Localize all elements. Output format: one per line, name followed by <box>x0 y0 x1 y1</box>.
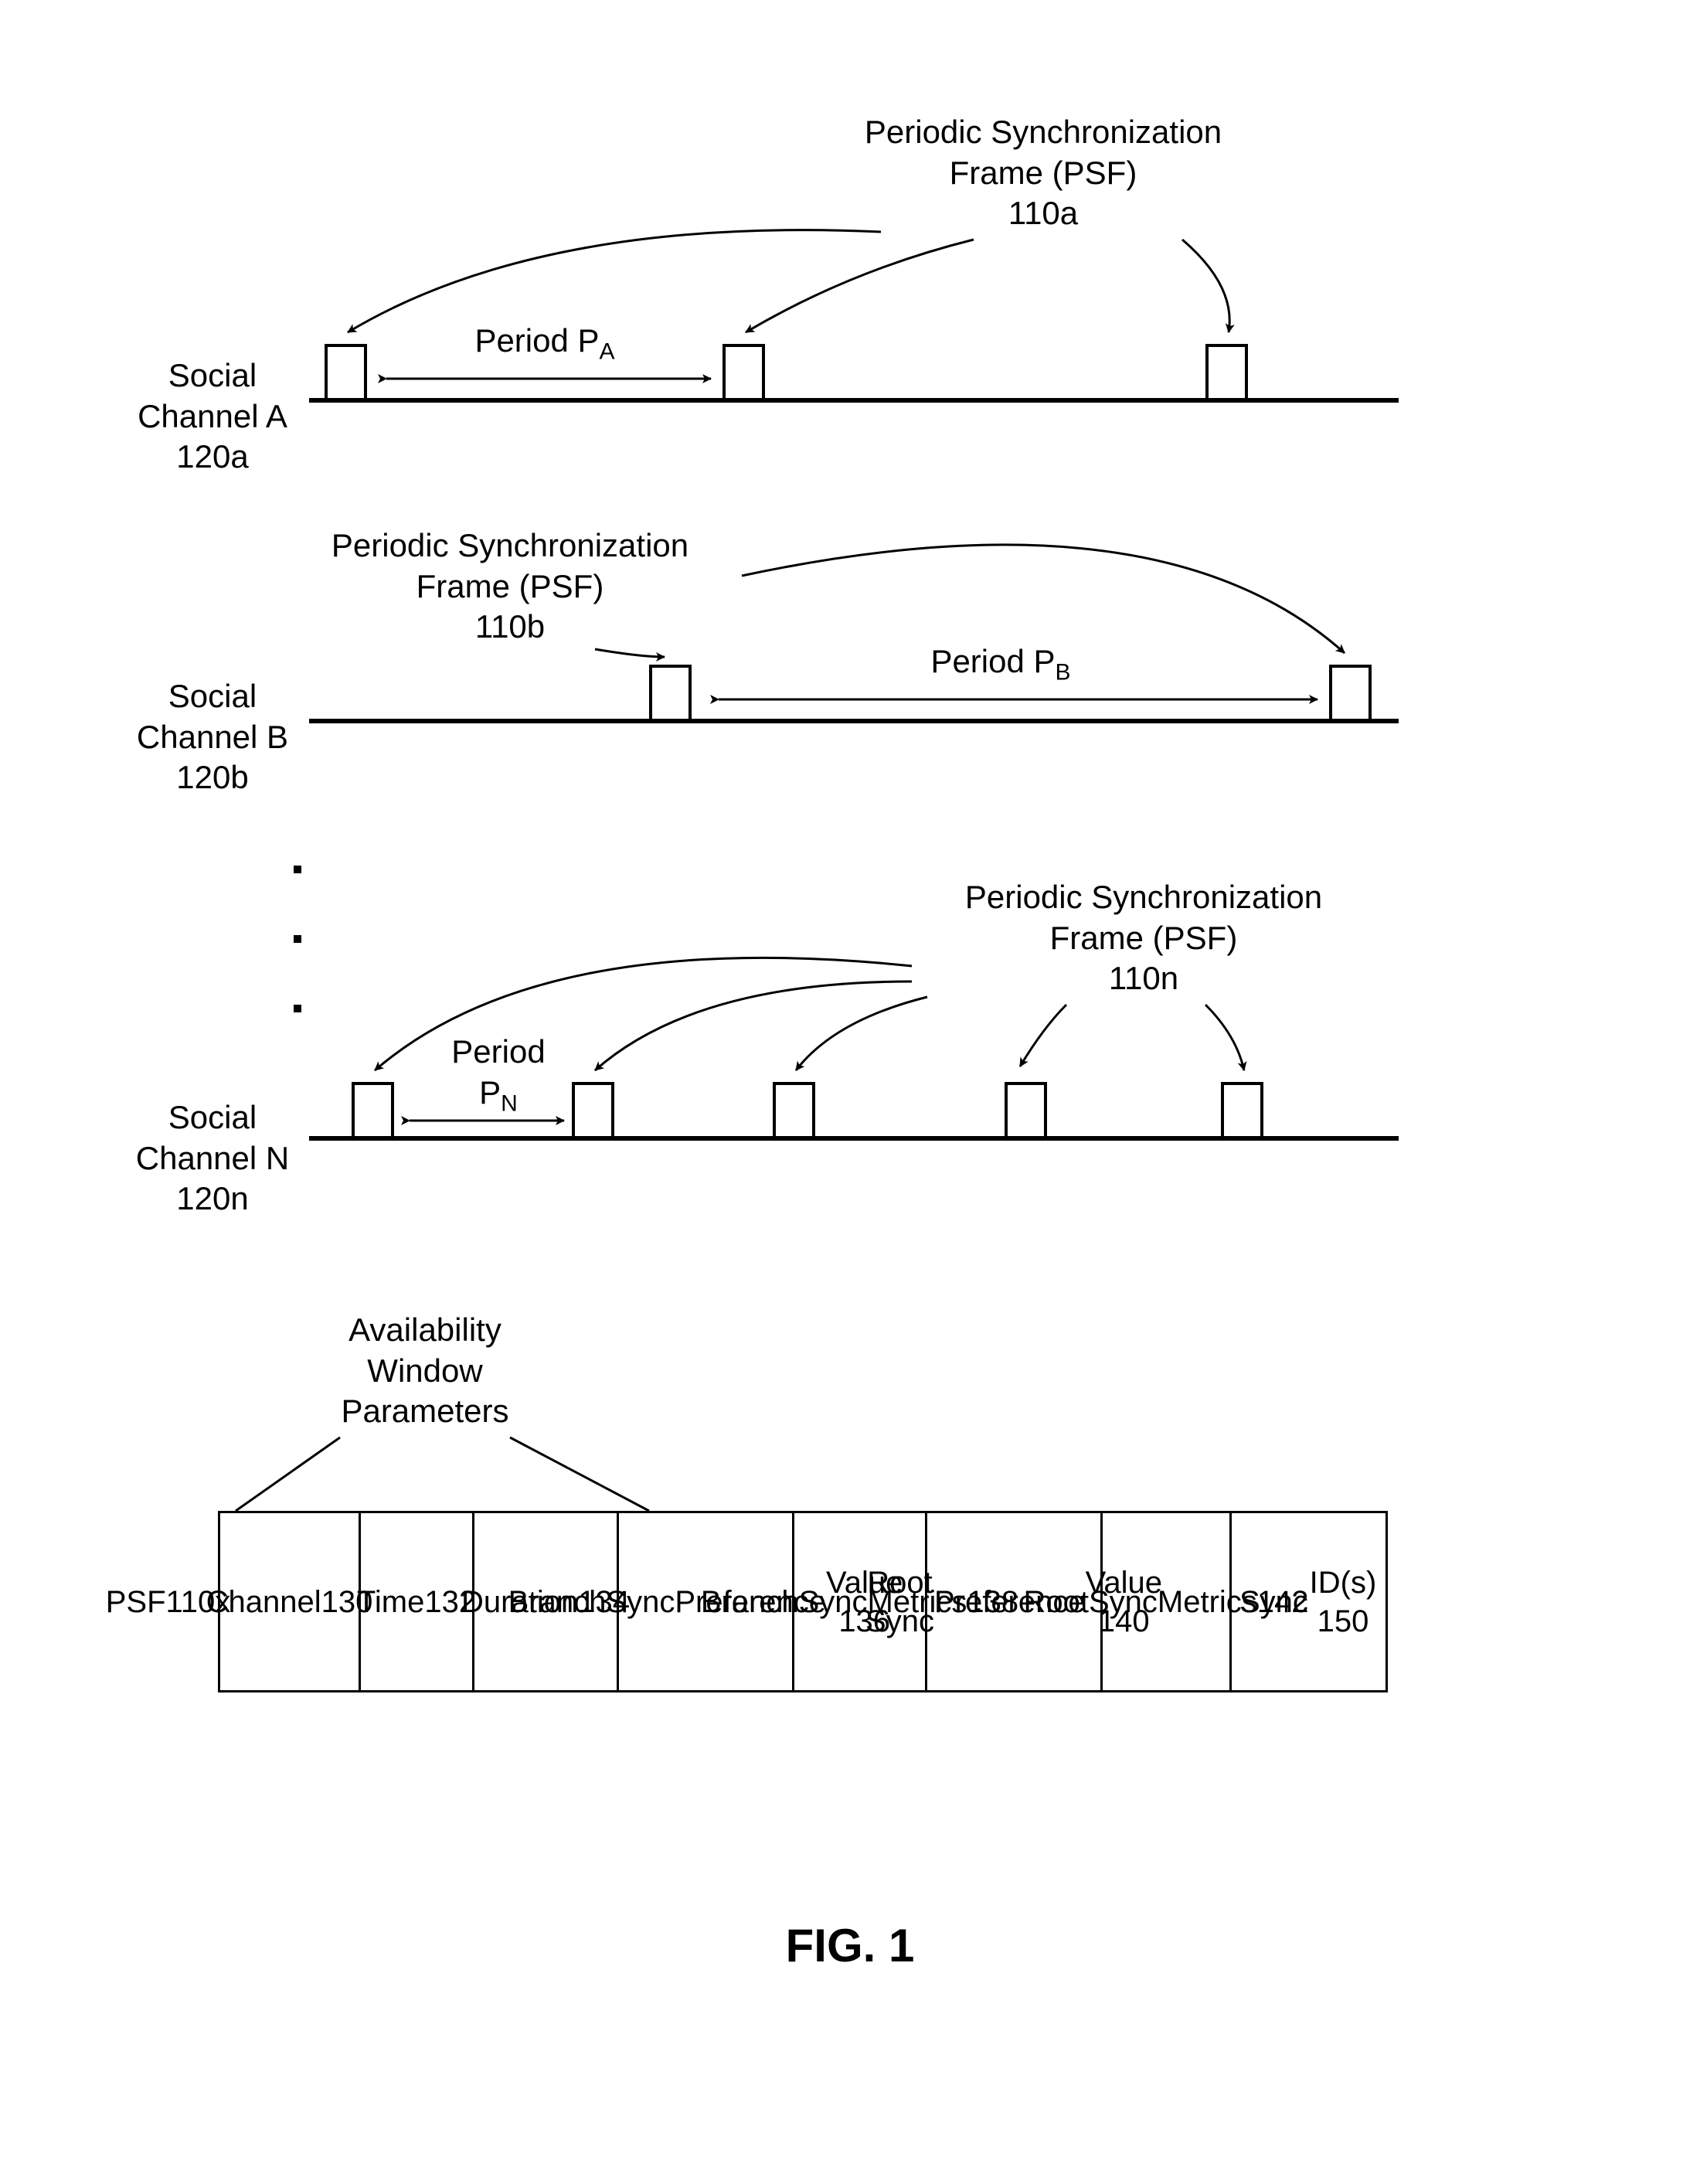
psf-pulse <box>1005 1082 1047 1136</box>
text: Frame (PSF) <box>1050 920 1238 956</box>
text: Parameters <box>341 1393 508 1429</box>
text: P <box>479 1074 501 1111</box>
channel-b-label: Social Channel B 120b <box>124 676 301 798</box>
psf-table-cell: SyncID(s) 150 <box>1229 1511 1388 1692</box>
period-n-label: Period PN <box>421 1032 576 1118</box>
text: 110a <box>1008 195 1078 231</box>
text: Period P <box>474 322 599 359</box>
availability-label: Availability Window Parameters <box>309 1310 541 1432</box>
timeline-a <box>309 398 1399 403</box>
timeline-n <box>309 1136 1399 1141</box>
period-b-label: Period PB <box>885 641 1117 687</box>
text: Periodic Synchronization <box>865 114 1222 150</box>
psf-pulse <box>773 1082 815 1136</box>
timeline-b <box>309 719 1399 723</box>
text: Social <box>168 357 257 393</box>
psf-label-b: Periodic Synchronization Frame (PSF) 110… <box>278 526 742 648</box>
psf-label-n: Periodic Synchronization Frame (PSF) 110… <box>912 877 1375 999</box>
ellipsis-dot <box>294 866 301 873</box>
period-a-label: Period PA <box>429 321 661 366</box>
psf-table-cell: Channel130 <box>218 1511 361 1692</box>
ellipsis-dot <box>294 1005 301 1012</box>
psf-table-cell: Time132 <box>359 1511 474 1692</box>
text: Period <box>451 1033 545 1070</box>
text: 110n <box>1109 960 1178 996</box>
psf-pulse <box>722 344 765 398</box>
text: Frame (PSF) <box>950 155 1137 191</box>
text: 120n <box>176 1180 248 1216</box>
psf-pulse <box>325 344 367 398</box>
text: 110b <box>475 608 545 645</box>
text: Availability <box>348 1311 502 1348</box>
ellipsis-dot <box>294 935 301 943</box>
text: Channel N <box>136 1140 289 1176</box>
text: Periodic Synchronization <box>332 527 688 563</box>
text: N <box>501 1090 518 1116</box>
text: B <box>1056 659 1071 685</box>
channel-a-label: Social Channel A 120a <box>124 355 301 478</box>
psf-label-a: Periodic Synchronization Frame (PSF) 110… <box>811 112 1275 234</box>
text: Channel B <box>137 719 288 755</box>
text: Social <box>168 1099 257 1135</box>
text: Social <box>168 678 257 714</box>
psf-pulse <box>1329 665 1372 719</box>
psf-table-cell: PSF110x <box>116 1511 220 1692</box>
psf-pulse <box>572 1082 614 1136</box>
text: Window <box>367 1352 482 1389</box>
text: A <box>600 338 615 364</box>
figure-label: FIG. 1 <box>726 1917 974 1975</box>
text: Frame (PSF) <box>416 568 604 604</box>
text: Period P <box>930 643 1055 679</box>
text: 120b <box>176 759 248 795</box>
psf-pulse <box>1221 1082 1263 1136</box>
text: Channel A <box>138 398 287 434</box>
psf-pulse <box>352 1082 394 1136</box>
psf-table: PSF110xChannel130Time132Duration134Branc… <box>116 1511 1388 1692</box>
arrow-overlay <box>0 0 1700 2184</box>
psf-pulse <box>1205 344 1248 398</box>
text: Periodic Synchronization <box>965 879 1322 915</box>
psf-pulse <box>649 665 692 719</box>
text: 120a <box>176 438 248 475</box>
psf-table-cell: RootSyncMetrics142 <box>1100 1511 1232 1692</box>
channel-n-label: Social Channel N 120n <box>124 1097 301 1220</box>
